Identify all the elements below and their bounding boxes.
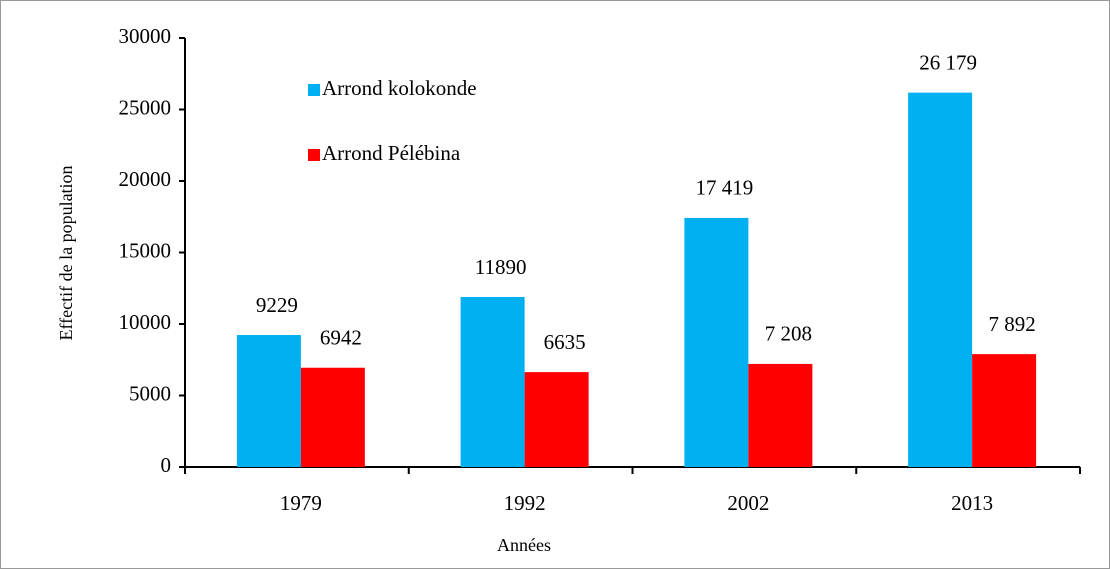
y-tick-label: 5000 xyxy=(129,381,171,405)
bar xyxy=(524,372,589,467)
y-tick-label: 15000 xyxy=(119,238,172,262)
x-axis-label: Années xyxy=(497,535,551,555)
legend-swatch xyxy=(308,84,320,96)
bar xyxy=(748,363,813,467)
y-tick-label: 10000 xyxy=(119,310,172,334)
y-axis-label: Effectif de la population xyxy=(56,165,76,340)
bar xyxy=(300,367,365,467)
data-label: 7 208 xyxy=(765,322,812,346)
legend-label: Arrond Pélébina xyxy=(322,141,461,165)
data-label: 6942 xyxy=(320,326,362,350)
x-tick-label: 1979 xyxy=(280,491,322,515)
bar xyxy=(460,296,525,467)
bar xyxy=(236,335,301,467)
data-label: 6635 xyxy=(544,330,586,354)
data-label: 17 419 xyxy=(696,176,754,200)
y-tick-label: 25000 xyxy=(119,95,172,119)
x-tick-label: 2002 xyxy=(727,491,769,515)
data-label: 26 179 xyxy=(919,50,977,74)
bar xyxy=(684,217,749,467)
y-tick-label: 30000 xyxy=(119,24,172,48)
bar xyxy=(908,92,973,468)
bar xyxy=(972,354,1037,467)
data-label: 7 892 xyxy=(989,312,1036,336)
legend-label: Arrond kolokonde xyxy=(322,76,477,100)
data-label: 11890 xyxy=(475,255,527,279)
legend-swatch xyxy=(308,149,320,161)
x-tick-label: 2013 xyxy=(951,491,993,515)
x-tick-label: 1992 xyxy=(504,491,546,515)
y-tick-label: 20000 xyxy=(119,167,172,191)
y-tick-label: 0 xyxy=(161,453,172,477)
data-label: 9229 xyxy=(256,293,298,317)
